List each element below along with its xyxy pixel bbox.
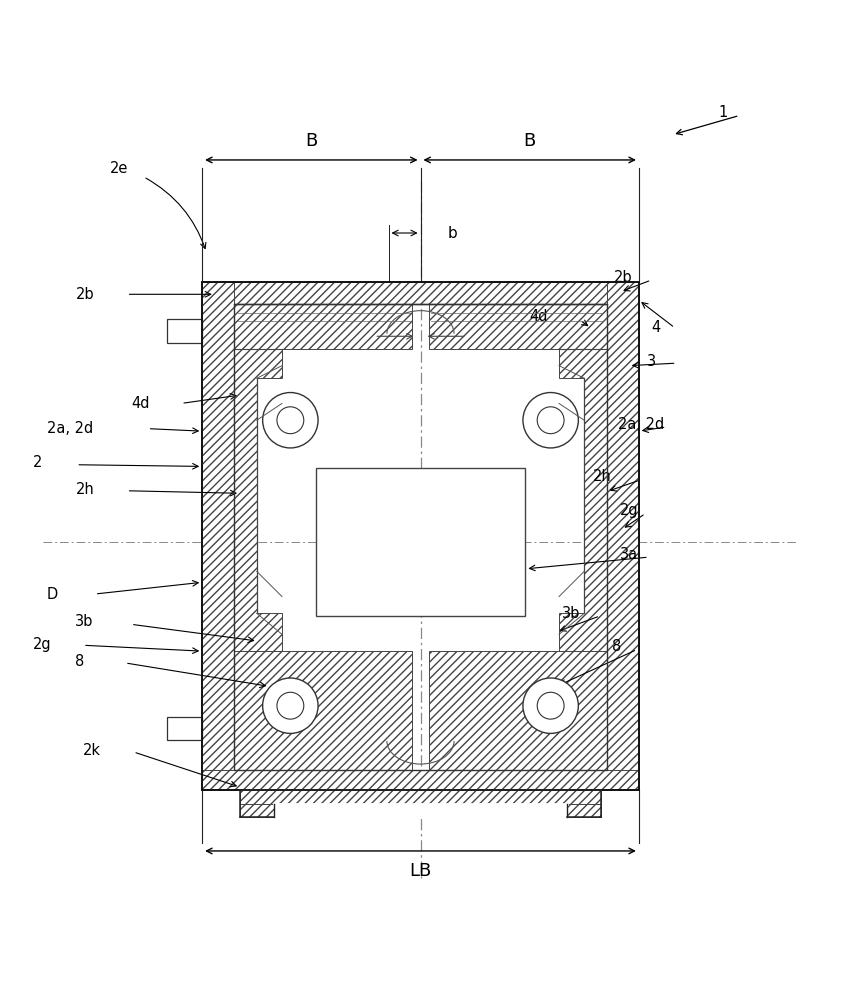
Text: 2: 2	[33, 455, 42, 470]
Polygon shape	[568, 804, 601, 817]
Circle shape	[537, 692, 564, 719]
Text: b: b	[447, 226, 458, 241]
Text: 2a, 2d: 2a, 2d	[618, 417, 664, 432]
Polygon shape	[607, 282, 639, 790]
Text: 2a, 2d: 2a, 2d	[47, 421, 93, 436]
Text: 2b: 2b	[77, 287, 95, 302]
Circle shape	[523, 678, 579, 733]
Bar	[167, 717, 202, 740]
Circle shape	[523, 393, 579, 448]
Text: 2h: 2h	[77, 482, 95, 497]
Polygon shape	[240, 804, 273, 817]
Text: 1: 1	[718, 105, 727, 120]
Text: 2g: 2g	[621, 503, 639, 518]
Text: 2b: 2b	[614, 270, 632, 285]
Text: 3b: 3b	[75, 614, 93, 629]
Circle shape	[277, 692, 304, 719]
Polygon shape	[202, 282, 639, 304]
Text: 2k: 2k	[83, 743, 101, 758]
Text: 3: 3	[648, 354, 656, 369]
Text: 2e: 2e	[110, 161, 128, 176]
Polygon shape	[234, 349, 282, 651]
Text: 2g: 2g	[33, 637, 51, 652]
Polygon shape	[559, 349, 607, 651]
Bar	[234, 304, 607, 770]
Text: B: B	[305, 132, 317, 150]
Text: 8: 8	[612, 639, 621, 654]
Polygon shape	[240, 790, 601, 804]
Circle shape	[262, 393, 318, 448]
Text: 3a: 3a	[621, 547, 638, 562]
Text: 8: 8	[75, 654, 84, 669]
Polygon shape	[234, 651, 412, 770]
Polygon shape	[429, 651, 607, 770]
Bar	[315, 468, 526, 616]
Bar	[273, 804, 568, 817]
Circle shape	[277, 407, 304, 434]
Text: 4d: 4d	[530, 309, 548, 324]
Circle shape	[262, 678, 318, 733]
Text: 2h: 2h	[593, 469, 611, 484]
Bar	[167, 319, 202, 343]
Text: LB: LB	[410, 862, 431, 880]
Text: B: B	[524, 132, 536, 150]
Bar	[202, 282, 639, 790]
Polygon shape	[234, 304, 412, 349]
Polygon shape	[202, 770, 639, 790]
Polygon shape	[202, 282, 234, 790]
Text: 3b: 3b	[562, 606, 580, 621]
Polygon shape	[429, 304, 607, 349]
Text: 4: 4	[652, 320, 661, 335]
Text: D: D	[47, 587, 58, 602]
Text: 4d: 4d	[131, 396, 150, 411]
Circle shape	[537, 407, 564, 434]
